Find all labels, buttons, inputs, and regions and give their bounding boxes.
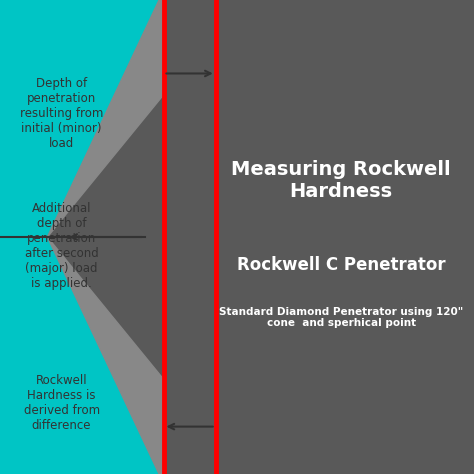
Polygon shape bbox=[47, 0, 474, 474]
Text: Rockwell
Hardness is
derived from
difference: Rockwell Hardness is derived from differ… bbox=[24, 374, 100, 432]
Polygon shape bbox=[47, 0, 164, 237]
Text: Measuring Rockwell
Hardness: Measuring Rockwell Hardness bbox=[231, 160, 451, 201]
Text: Additional
depth of
penetration
after second
(major) load
is applied.: Additional depth of penetration after se… bbox=[25, 202, 99, 291]
Polygon shape bbox=[47, 237, 164, 474]
Text: Standard Diamond Penetrator using 120"
cone  and sperhical point: Standard Diamond Penetrator using 120" c… bbox=[219, 307, 464, 328]
Text: Depth of
penetration
resulting from
initial (minor)
load: Depth of penetration resulting from init… bbox=[20, 77, 103, 150]
Text: Rockwell C Penetrator: Rockwell C Penetrator bbox=[237, 256, 446, 274]
